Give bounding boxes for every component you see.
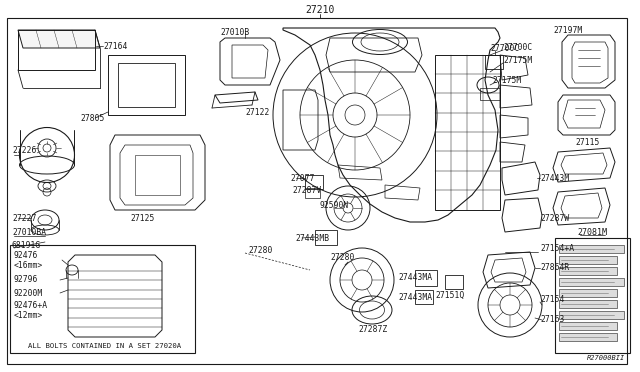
Text: R27000BII: R27000BII (587, 355, 625, 361)
Bar (445, 275, 463, 289)
Polygon shape (18, 30, 100, 48)
Text: 27081M: 27081M (577, 228, 607, 237)
Bar (305, 175, 323, 189)
Bar (559, 311, 624, 319)
Bar (555, 238, 630, 353)
Bar (435, 55, 500, 210)
Bar (10, 245, 195, 353)
Text: 27287W: 27287W (540, 214, 569, 222)
Text: 27443MB: 27443MB (295, 234, 329, 243)
Text: 27164: 27164 (103, 42, 127, 51)
Text: 27280: 27280 (330, 253, 355, 263)
Text: 27700C: 27700C (503, 42, 532, 51)
Bar (559, 278, 624, 286)
Bar (559, 245, 624, 253)
Text: 27443M: 27443M (540, 173, 569, 183)
Text: 27154: 27154 (540, 295, 564, 305)
Text: 92796: 92796 (14, 276, 38, 285)
Text: 92476+A: 92476+A (14, 301, 48, 311)
Text: 27227: 27227 (12, 214, 36, 222)
Text: 27805: 27805 (80, 113, 104, 122)
Text: 27122: 27122 (245, 108, 269, 116)
Text: <12mm>: <12mm> (14, 311, 44, 321)
Text: 27210: 27210 (305, 5, 335, 15)
Bar (559, 333, 617, 341)
Text: 27010B: 27010B (220, 28, 249, 36)
Text: 68191G: 68191G (12, 241, 41, 250)
Text: 27864R: 27864R (540, 263, 569, 273)
Bar (559, 256, 617, 264)
Text: 27443MA: 27443MA (398, 273, 432, 282)
Bar (485, 55, 503, 69)
Text: 92200M: 92200M (14, 289, 44, 298)
Text: 27010BA: 27010BA (12, 228, 46, 237)
Text: 27175M: 27175M (492, 76, 521, 84)
Text: 27226: 27226 (12, 145, 36, 154)
Text: 27163: 27163 (540, 315, 564, 324)
Bar (559, 322, 617, 330)
Text: 27151Q: 27151Q (435, 291, 464, 299)
Bar (559, 289, 617, 297)
Bar (415, 290, 433, 304)
Text: 27280: 27280 (248, 246, 273, 254)
Text: 27443MA: 27443MA (398, 294, 432, 302)
Bar (415, 270, 437, 286)
Text: 27115: 27115 (575, 138, 600, 147)
Text: 27197M: 27197M (553, 26, 582, 35)
Text: 27287V: 27287V (292, 186, 321, 195)
Text: <16mm>: <16mm> (14, 262, 44, 270)
Bar (315, 230, 337, 245)
Text: 27700C: 27700C (490, 44, 519, 52)
Text: 27125: 27125 (130, 214, 154, 222)
Bar (305, 188, 320, 198)
Text: 27287Z: 27287Z (358, 326, 387, 334)
Text: 92590N: 92590N (320, 201, 349, 209)
Bar (559, 267, 617, 275)
Bar (559, 300, 617, 308)
Text: 27154+A: 27154+A (540, 244, 574, 253)
Text: 27077: 27077 (290, 173, 314, 183)
Text: 27175M: 27175M (503, 55, 532, 64)
Text: ALL BOLTS CONTAINED IN A SET 27020A: ALL BOLTS CONTAINED IN A SET 27020A (28, 343, 182, 349)
Bar (480, 88, 500, 100)
Text: 92476: 92476 (14, 251, 38, 260)
